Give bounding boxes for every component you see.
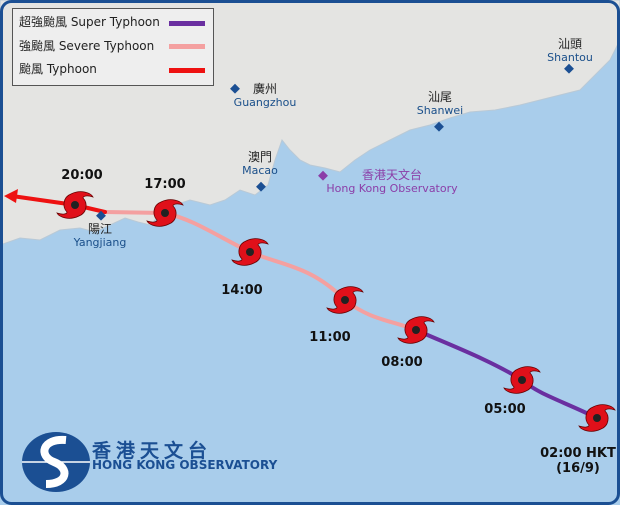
- time-label-2000: 20:00: [61, 168, 103, 183]
- place-name-zh: 澳門: [247, 150, 272, 164]
- place-shanwei: 汕尾 Shanwei: [417, 90, 464, 118]
- place-hong-kong-observatory: 香港天文台 Hong Kong Observatory: [326, 168, 457, 196]
- time-label-0500: 05:00: [484, 402, 526, 417]
- legend-item-severe-typhoon: 強颱風 Severe Typhoon: [19, 39, 155, 53]
- hko-logo-zh: 香港天文台: [92, 440, 213, 462]
- place-name-en: Shantou: [547, 51, 593, 64]
- time-label-1100: 11:00: [309, 330, 351, 345]
- place-name-zh: 汕頭: [557, 37, 582, 51]
- legend: 超強颱風 Super Typhoon 強颱風 Severe Typhoon 颱風…: [12, 8, 214, 86]
- typhoon-symbol-icon: [56, 191, 94, 219]
- typhoon-symbol-icon: [578, 404, 616, 432]
- place-name-zh: 陽江: [87, 222, 112, 236]
- place-name-en: Guangzhou: [233, 96, 297, 109]
- place-macao: 澳門 Macao: [242, 150, 278, 178]
- typhoon-symbol-icon: [231, 238, 269, 266]
- place-yangjiang: 陽江 Yangjiang: [74, 222, 127, 250]
- place-guangzhou: 廣州 Guangzhou: [234, 82, 297, 110]
- legend-swatch-typhoon: [169, 68, 205, 73]
- place-name-zh: 香港天文台: [361, 168, 423, 182]
- legend-item-typhoon: 颱風 Typhoon: [19, 62, 97, 76]
- date-text: (16/9): [556, 461, 600, 476]
- place-name-en: Yangjiang: [73, 236, 127, 249]
- legend-swatch-severe-typhoon: [169, 44, 205, 49]
- hko-logo-icon: [22, 432, 90, 492]
- typhoon-symbol-icon: [503, 366, 541, 394]
- place-name-en: Shanwei: [416, 104, 464, 117]
- time-label-1700: 17:00: [144, 177, 186, 192]
- arrow-head-icon: [4, 189, 18, 203]
- time-label-1400: 14:00: [221, 283, 263, 298]
- time-text: 02:00 HKT: [540, 446, 616, 461]
- hko-logo-en: HONG KONG OBSERVATORY: [92, 458, 278, 472]
- place-name-en: Macao: [242, 164, 278, 177]
- legend-swatch-super-typhoon: [169, 21, 205, 26]
- time-label-0800: 08:00: [381, 355, 423, 370]
- typhoon-symbol-icon: [146, 199, 184, 227]
- place-shantou: 汕頭 Shantou: [547, 37, 593, 65]
- typhoon-symbol-icon: [397, 316, 435, 344]
- typhoon-symbol-icon: [326, 286, 364, 314]
- track-segment-severe-typhoon: [103, 210, 418, 332]
- place-name-zh: 汕尾: [427, 90, 452, 104]
- place-name-zh: 廣州: [252, 82, 278, 96]
- place-name-en: Hong Kong Observatory: [326, 182, 458, 195]
- legend-item-super-typhoon: 超強颱風 Super Typhoon: [19, 15, 160, 29]
- time-label-0200: 02:00 HKT (16/9): [540, 446, 616, 476]
